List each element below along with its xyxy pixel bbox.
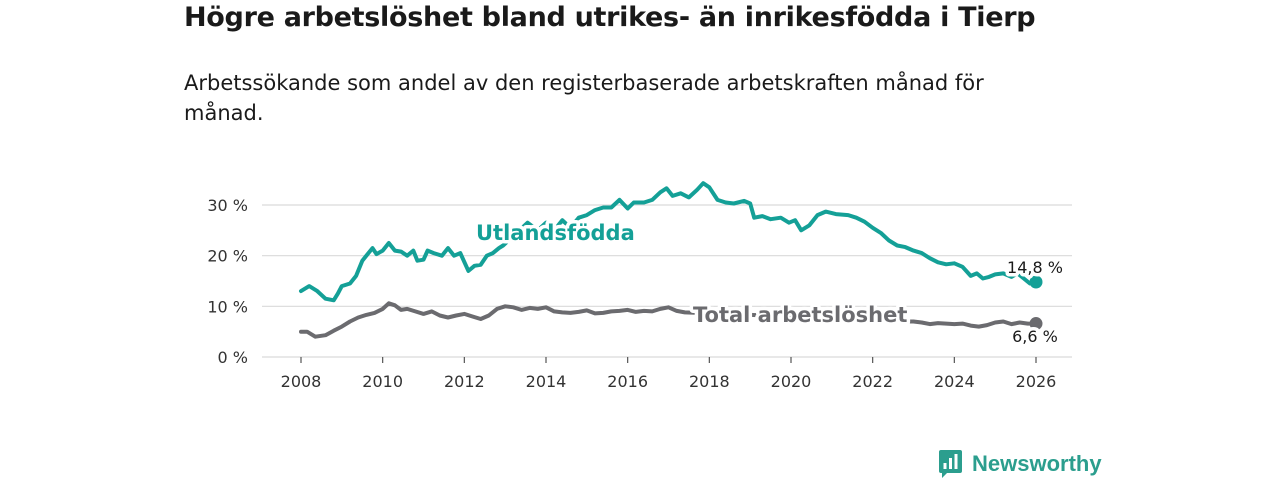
chart-subtitle: Arbetssökande som andel av den registerb… bbox=[184, 71, 984, 125]
x-tick-label: 2024 bbox=[934, 372, 975, 391]
y-tick-label: 0 % bbox=[218, 348, 248, 367]
series-line-utlandsfodda bbox=[299, 181, 1038, 303]
x-tick-label: 2012 bbox=[444, 372, 485, 391]
x-tick-label: 2026 bbox=[1016, 372, 1057, 391]
newsworthy-brand[interactable]: Newsworthy bbox=[938, 447, 1102, 481]
series-layer bbox=[299, 181, 1043, 339]
x-tick-label: 2010 bbox=[362, 372, 403, 391]
chart-title: Högre arbetslöshet bland utrikes- än inr… bbox=[184, 2, 1036, 33]
endpoint-marker-total bbox=[1029, 317, 1043, 331]
newsworthy-logo-icon bbox=[939, 450, 962, 478]
series-line-total bbox=[299, 301, 1038, 339]
brand-name: Newsworthy bbox=[972, 451, 1102, 476]
data-label-utlandsfodda-last: 14,8 % bbox=[1007, 258, 1063, 277]
y-tick-label: 30 % bbox=[207, 196, 248, 215]
x-tick-label: 2022 bbox=[852, 372, 893, 391]
y-tick-label: 20 % bbox=[207, 247, 248, 266]
series-label-utlandsfodda: Utlandsfödda bbox=[476, 221, 635, 245]
x-tick-label: 2014 bbox=[526, 372, 567, 391]
data-label-total-last: 6,6 % bbox=[1012, 327, 1058, 346]
label-layer: Utlandsfödda Total arbetslöshet 14,8 % 6,6 … bbox=[473, 218, 1067, 350]
y-tick-label: 10 % bbox=[207, 297, 248, 316]
endpoint-marker-utlandsfodda bbox=[1029, 275, 1043, 289]
x-tick-label: 2016 bbox=[607, 372, 648, 391]
grid-layer: 0 % 10 % 20 % 30 % 2008 2010 2012 2014 2016 2018 2… bbox=[207, 196, 1072, 391]
x-tick-label: 2020 bbox=[771, 372, 812, 391]
series-label-total: Total arbetslöshet bbox=[693, 303, 907, 327]
x-tick-label: 2018 bbox=[689, 372, 730, 391]
x-tick-label: 2008 bbox=[281, 372, 322, 391]
